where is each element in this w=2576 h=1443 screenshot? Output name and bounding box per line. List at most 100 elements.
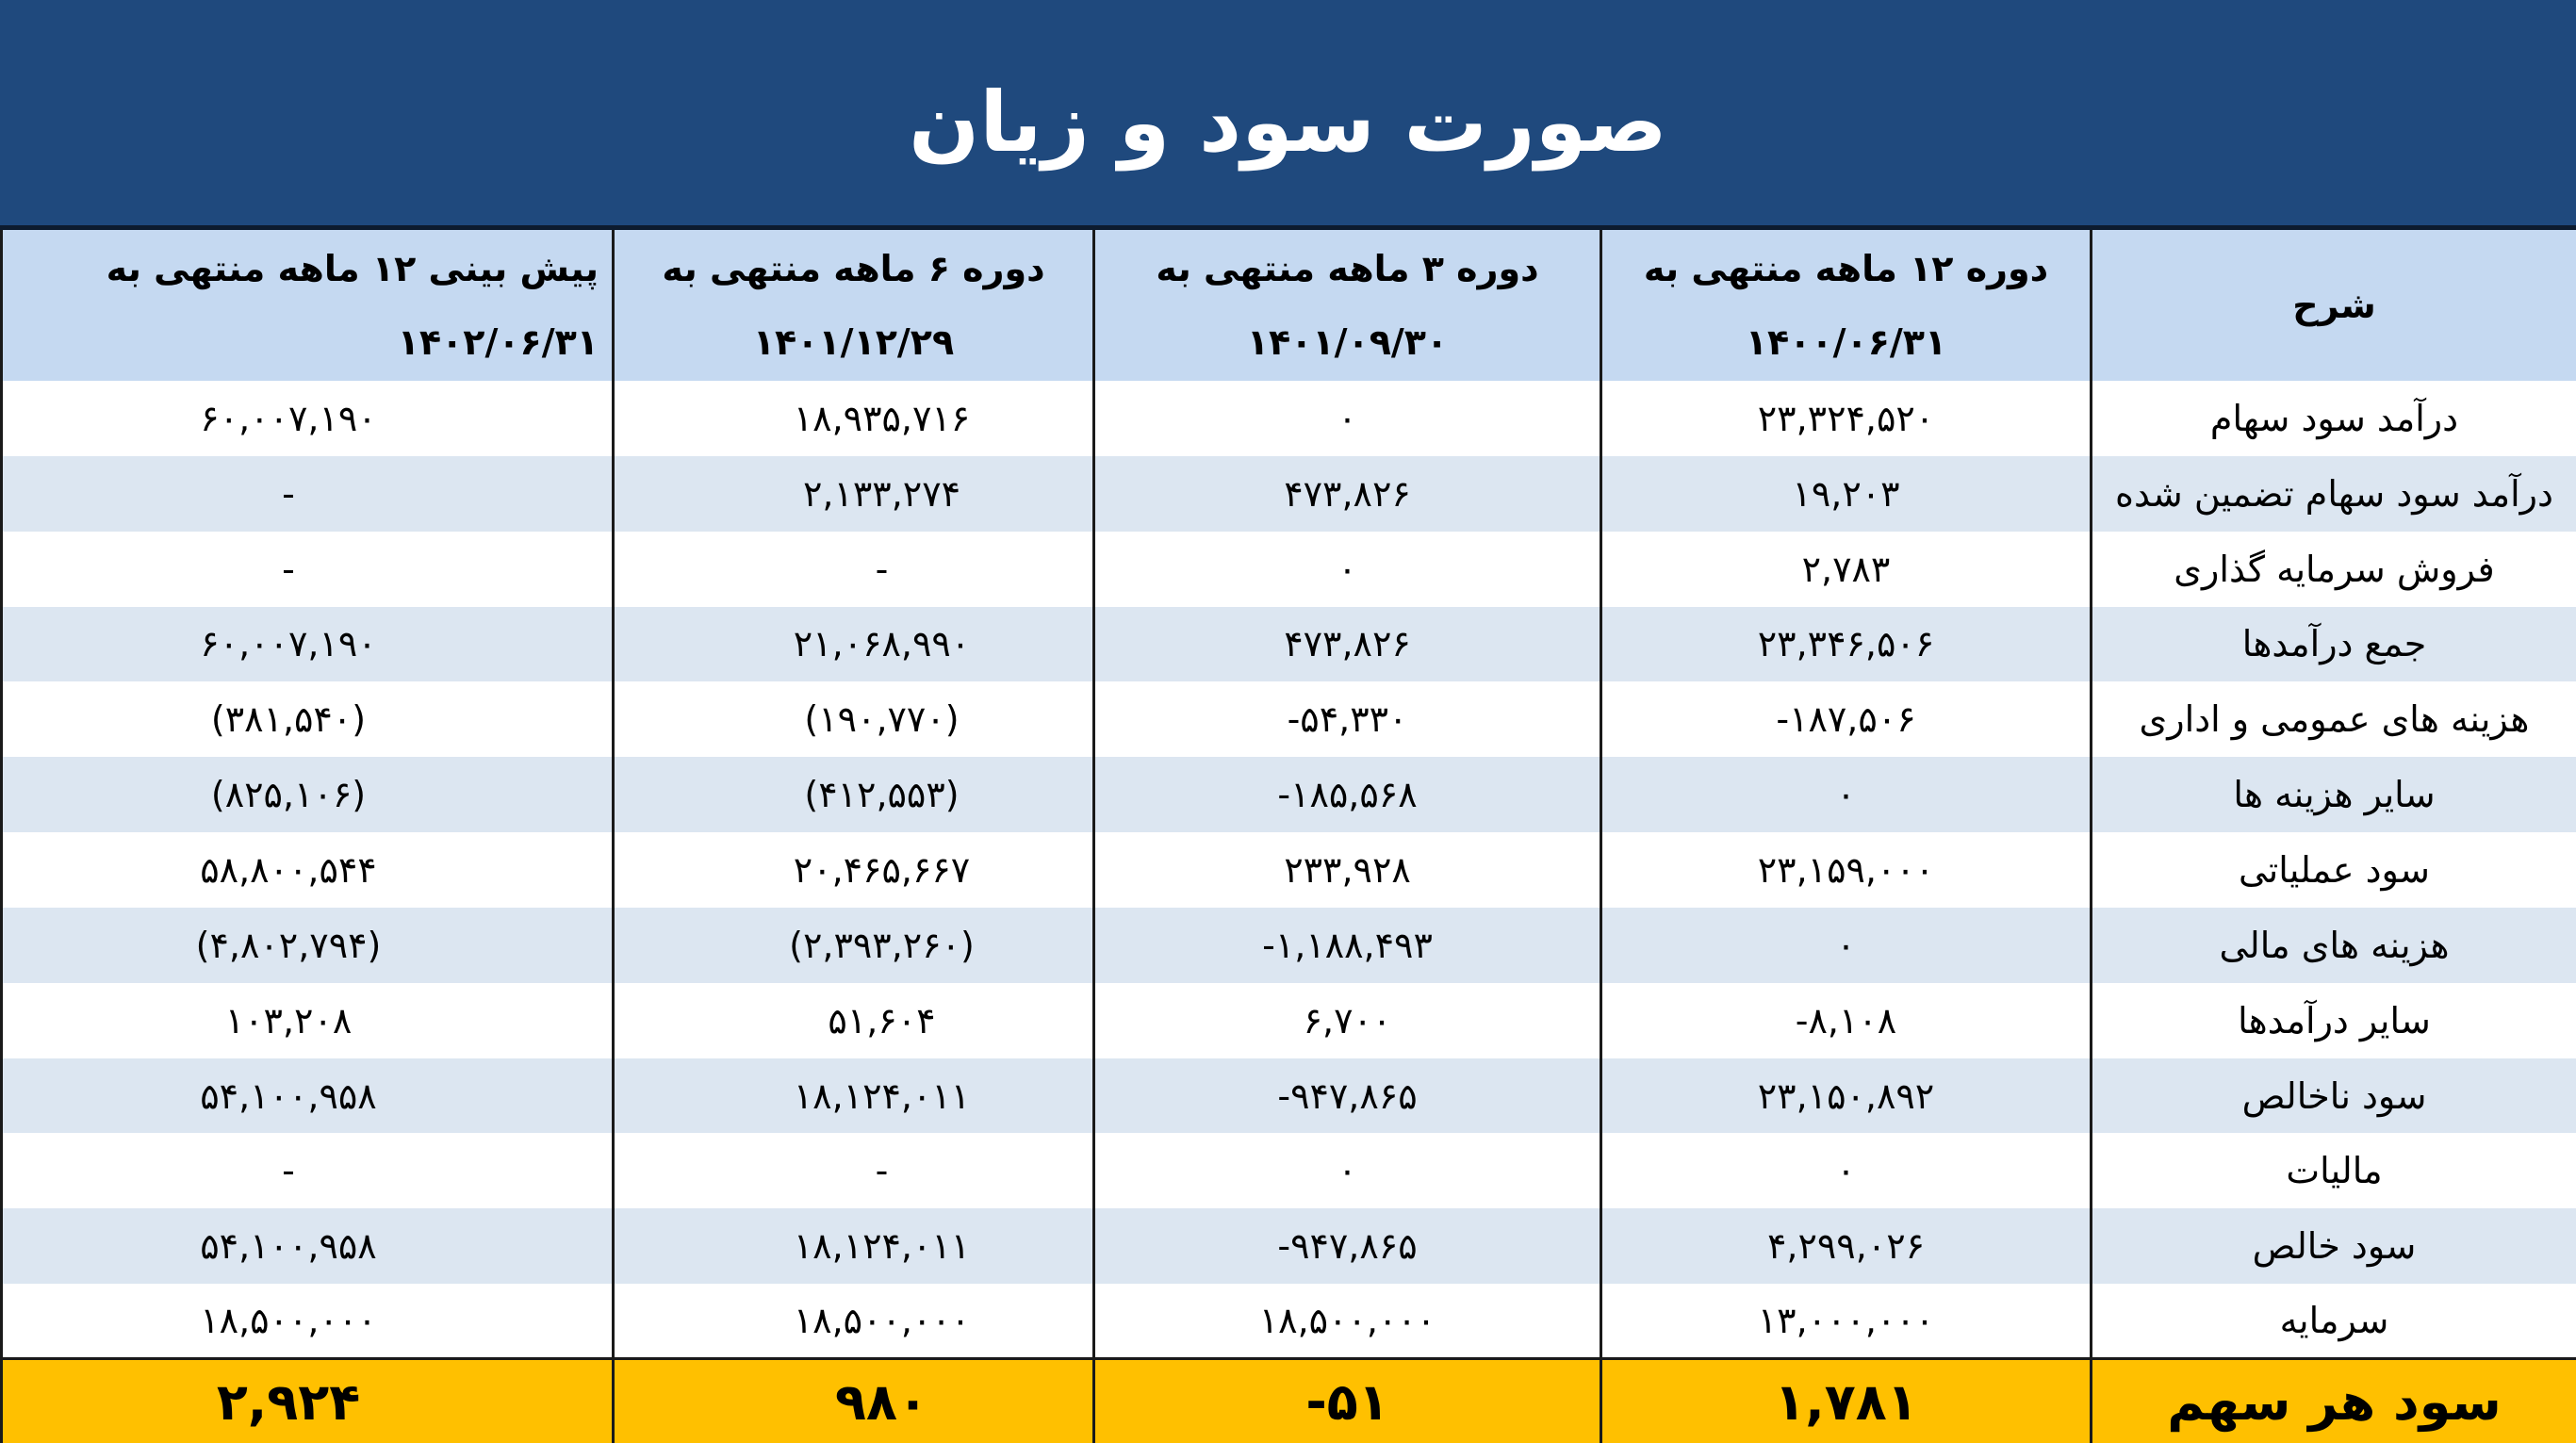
cell-p1: ۲,۷۸۳ [1600,531,2092,607]
cell-p1: ۰ [1600,907,2092,983]
table-row: جمع درآمدها ۲۳,۳۴۶,۵۰۶ ۴۷۳,۸۲۶ ۲۱,۰۶۸,۹۹… [0,606,2576,682]
row-label: سایر درآمدها [2090,982,2576,1058]
header-period-label: دوره ۳ ماهه منتهی به [1156,248,1539,289]
cell-p4: ۶۰,۰۰۷,۱۹۰ [0,606,615,682]
header-period-date: ۱۴۰۱/۰۹/۳۰ [1246,321,1449,363]
eps-label: سود هر سهم [2090,1357,2576,1443]
row-label: مالیات [2090,1133,2576,1209]
table-row: سرمایه ۱۳,۰۰۰,۰۰۰ ۱۸,۵۰۰,۰۰۰ ۱۸,۵۰۰,۰۰۰ … [0,1284,2576,1359]
header-period-date: ۱۴۰۰/۰۶/۳۱ [1745,321,1947,363]
cell-p4: (۳۸۱,۵۴۰) [0,681,615,758]
cell-p1: ۴,۲۹۹,۰۲۶ [1600,1208,2092,1285]
row-label: درآمد سود سهام تضمین شده [2090,455,2576,532]
eps-p3: ۹۸۰ [612,1357,1095,1443]
table-row: هزینه های عمومی و اداری -۱۸۷,۵۰۶ -۵۴,۳۳۰… [0,681,2576,758]
eps-p1: ۱,۷۸۱ [1600,1357,2092,1443]
cell-p4: ۱۰۳,۲۰۸ [0,982,615,1058]
row-label: سرمایه [2090,1284,2576,1359]
cell-p4: ۶۰,۰۰۷,۱۹۰ [0,381,615,456]
cell-p2: -۵۴,۳۳۰ [1092,681,1602,758]
page-title: صورت سود و زیان [909,74,1667,171]
cell-p1: ۲۳,۳۴۶,۵۰۶ [1600,606,2092,682]
cell-p2: -۱,۱۸۸,۴۹۳ [1092,907,1602,983]
cell-p1: -۸,۱۰۸ [1600,982,2092,1058]
header-period-3m-1401: دوره ۳ ماهه منتهی به ۱۴۰۱/۰۹/۳۰ [1092,230,1602,381]
cell-p3: ۱۸,۵۰۰,۰۰۰ [612,1284,1095,1359]
cell-p2: -۱۸۵,۵۶۸ [1092,757,1602,833]
table-row: فروش سرمایه گذاری ۲,۷۸۳ ۰ - - [0,531,2576,607]
cell-p2: ۲۳۳,۹۲۸ [1092,832,1602,908]
cell-p3: - [612,1133,1095,1209]
eps-row: سود هر سهم ۱,۷۸۱ -۵۱ ۹۸۰ ۲,۹۲۴ [0,1357,2576,1443]
cell-p2: ۴۷۳,۸۲۶ [1092,455,1602,532]
cell-p4: ۱۸,۵۰۰,۰۰۰ [0,1284,615,1359]
row-label: سود عملیاتی [2090,832,2576,908]
row-label: فروش سرمایه گذاری [2090,531,2576,607]
table-row: سایر درآمدها -۸,۱۰۸ ۶,۷۰۰ ۵۱,۶۰۴ ۱۰۳,۲۰۸ [0,982,2576,1058]
cell-p1: ۲۳,۳۲۴,۵۲۰ [1600,381,2092,456]
cell-p2: -۹۴۷,۸۶۵ [1092,1208,1602,1285]
header-period-date: ۱۴۰۱/۱۲/۲۹ [752,321,955,363]
title-banner: صورت سود و زیان [0,0,2576,230]
cell-p4: - [0,531,615,607]
cell-p4: ۵۴,۱۰۰,۹۵۸ [0,1208,615,1285]
table-header-row: شرح دوره ۱۲ ماهه منتهی به ۱۴۰۰/۰۶/۳۱ دور… [0,230,2576,381]
cell-p2: -۹۴۷,۸۶۵ [1092,1058,1602,1134]
income-statement-table: شرح دوره ۱۲ ماهه منتهی به ۱۴۰۰/۰۶/۳۱ دور… [0,230,2576,1443]
cell-p2: ۱۸,۵۰۰,۰۰۰ [1092,1284,1602,1359]
row-label: هزینه های مالی [2090,907,2576,983]
cell-p1: ۱۹,۲۰۳ [1600,455,2092,532]
cell-p1: ۲۳,۱۵۹,۰۰۰ [1600,832,2092,908]
table-row: مالیات ۰ ۰ - - [0,1133,2576,1209]
cell-p3: ۲,۱۳۳,۲۷۴ [612,455,1095,532]
header-period-label: دوره ۱۲ ماهه منتهی به [1643,248,2049,289]
cell-p3: (۱۹۰,۷۷۰) [612,681,1095,758]
cell-p3: (۲,۳۹۳,۲۶۰) [612,907,1095,983]
cell-p3: ۱۸,۱۲۴,۰۱۱ [612,1058,1095,1134]
cell-p3: ۱۸,۱۲۴,۰۱۱ [612,1208,1095,1285]
cell-p1: ۰ [1600,757,2092,833]
table-row: سود ناخالص ۲۳,۱۵۰,۸۹۲ -۹۴۷,۸۶۵ ۱۸,۱۲۴,۰۱… [0,1058,2576,1134]
cell-p4: ۵۴,۱۰۰,۹۵۸ [0,1058,615,1134]
eps-p4: ۲,۹۲۴ [0,1357,615,1443]
table-row: درآمد سود سهام تضمین شده ۱۹,۲۰۳ ۴۷۳,۸۲۶ … [0,455,2576,532]
cell-p2: ۰ [1092,1133,1602,1209]
row-label: سایر هزینه ها [2090,757,2576,833]
table-row: سایر هزینه ها ۰ -۱۸۵,۵۶۸ (۴۱۲,۵۵۳) (۸۲۵,… [0,757,2576,833]
header-period-label: پیش بینی ۱۲ ماهه منتهی به [106,248,599,289]
row-label: درآمد سود سهام [2090,381,2576,456]
header-period-date: ۱۴۰۲/۰۶/۳۱ [397,321,599,363]
header-forecast-12m-1402: پیش بینی ۱۲ ماهه منتهی به ۱۴۰۲/۰۶/۳۱ [0,230,615,381]
row-label: سود ناخالص [2090,1058,2576,1134]
cell-p1: ۱۳,۰۰۰,۰۰۰ [1600,1284,2092,1359]
header-period-6m-1401: دوره ۶ ماهه منتهی به ۱۴۰۱/۱۲/۲۹ [612,230,1095,381]
table-row: سود عملیاتی ۲۳,۱۵۹,۰۰۰ ۲۳۳,۹۲۸ ۲۰,۴۶۵,۶۶… [0,832,2576,908]
row-label: هزینه های عمومی و اداری [2090,681,2576,758]
cell-p2: ۰ [1092,531,1602,607]
cell-p2: ۴۷۳,۸۲۶ [1092,606,1602,682]
cell-p4: (۴,۸۰۲,۷۹۴) [0,907,615,983]
cell-p3: ۲۱,۰۶۸,۹۹۰ [612,606,1095,682]
cell-p4: (۸۲۵,۱۰۶) [0,757,615,833]
cell-p4: ۵۸,۸۰۰,۵۴۴ [0,832,615,908]
cell-p1: ۰ [1600,1133,2092,1209]
table-row: هزینه های مالی ۰ -۱,۱۸۸,۴۹۳ (۲,۳۹۳,۲۶۰) … [0,907,2576,983]
cell-p3: ۲۰,۴۶۵,۶۶۷ [612,832,1095,908]
header-period-12m-1400: دوره ۱۲ ماهه منتهی به ۱۴۰۰/۰۶/۳۱ [1600,230,2092,381]
row-label: سود خالص [2090,1208,2576,1285]
cell-p3: (۴۱۲,۵۵۳) [612,757,1095,833]
cell-p4: - [0,1133,615,1209]
row-label: جمع درآمدها [2090,606,2576,682]
cell-p2: ۰ [1092,381,1602,456]
cell-p4: - [0,455,615,532]
cell-p1: ۲۳,۱۵۰,۸۹۲ [1600,1058,2092,1134]
cell-p3: - [612,531,1095,607]
cell-p1: -۱۸۷,۵۰۶ [1600,681,2092,758]
cell-p3: ۵۱,۶۰۴ [612,982,1095,1058]
cell-p2: ۶,۷۰۰ [1092,982,1602,1058]
cell-p3: ۱۸,۹۳۵,۷۱۶ [612,381,1095,456]
header-period-label: دوره ۶ ماهه منتهی به [662,248,1045,289]
eps-p2: -۵۱ [1092,1357,1602,1443]
table-row: درآمد سود سهام ۲۳,۳۲۴,۵۲۰ ۰ ۱۸,۹۳۵,۷۱۶ ۶… [0,381,2576,456]
